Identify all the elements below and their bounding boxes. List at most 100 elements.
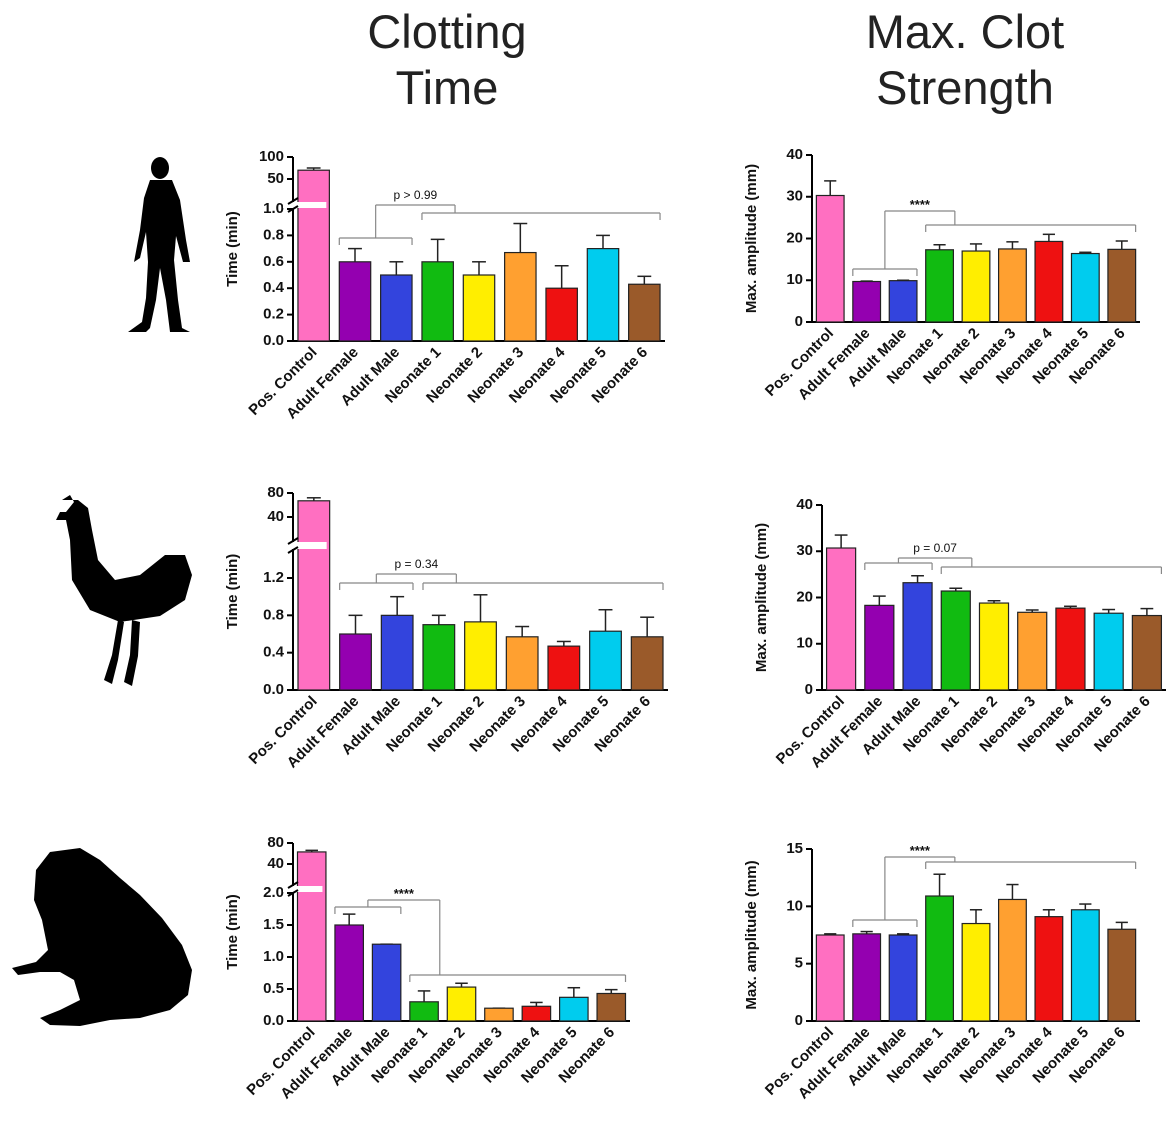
y-tick-label: 0.2 — [263, 306, 284, 323]
y-tick-label: 1.2 — [263, 569, 284, 586]
y-tick-label: 0 — [795, 1012, 803, 1029]
bar — [298, 501, 330, 690]
y-tick-label: 0.4 — [263, 279, 285, 296]
y-tick-label: 40 — [786, 146, 803, 163]
y-axis-label: Max. amplitude (mm) — [743, 164, 760, 313]
significance-label: p = 0.34 — [394, 557, 438, 571]
bar — [560, 997, 588, 1021]
bar — [1035, 917, 1063, 1021]
bar — [463, 275, 494, 341]
y-tick-label: 80 — [267, 484, 284, 501]
bar — [816, 195, 844, 322]
y-tick-label: 30 — [786, 188, 803, 205]
y-tick-label: 40 — [267, 855, 284, 872]
y-tick-label: 80 — [267, 834, 284, 851]
y-axis-label: Time (min) — [224, 211, 241, 287]
y-tick-label: 0.6 — [263, 253, 284, 270]
y-tick-label: 10 — [796, 635, 813, 652]
bar — [1108, 249, 1136, 322]
bar — [941, 591, 970, 690]
bar — [335, 925, 363, 1021]
y-tick-label: 2.0 — [263, 884, 284, 901]
bar — [889, 935, 917, 1021]
toad-silhouette — [12, 848, 192, 1026]
y-tick-label: 0 — [805, 681, 813, 698]
significance-label: **** — [910, 843, 931, 858]
significance-label: **** — [394, 886, 415, 901]
significance-label: p > 0.99 — [393, 188, 437, 202]
bar — [1018, 612, 1047, 690]
y-tick-label: 0.4 — [263, 644, 285, 661]
y-tick-label: 10 — [786, 897, 803, 914]
y-axis-label: Time (min) — [224, 894, 241, 970]
bar — [1035, 241, 1063, 322]
bar — [962, 924, 990, 1021]
y-tick-label: 0.8 — [263, 226, 284, 243]
y-tick-label: 5 — [795, 955, 803, 972]
bar — [381, 615, 413, 690]
bar — [597, 993, 625, 1021]
y-tick-label: 10 — [786, 271, 803, 288]
y-tick-label: 0.0 — [263, 1012, 284, 1029]
y-tick-label: 100 — [259, 148, 284, 165]
bar — [298, 170, 329, 341]
y-tick-label: 0.0 — [263, 332, 284, 349]
y-tick-label: 20 — [786, 229, 803, 246]
bar — [853, 934, 881, 1021]
y-tick-label: 0.5 — [263, 980, 284, 997]
bar — [1071, 254, 1099, 322]
page: {"column_titles": ["Clotting Time", "Max… — [0, 0, 1176, 1123]
bar — [1132, 616, 1161, 690]
y-axis-label: Time (min) — [224, 554, 241, 630]
bar — [865, 605, 894, 690]
x-tick-label: Adult Female — [283, 344, 362, 423]
bar — [1108, 929, 1136, 1021]
y-tick-label: 0 — [795, 313, 803, 330]
bar — [827, 548, 856, 690]
bar — [631, 637, 663, 690]
bar — [926, 896, 954, 1021]
bar — [447, 987, 475, 1021]
bar — [506, 637, 538, 690]
y-tick-label: 40 — [796, 496, 813, 513]
y-tick-label: 20 — [796, 588, 813, 605]
bar — [903, 583, 932, 690]
y-tick-label: 1.5 — [263, 916, 284, 933]
bar — [548, 646, 580, 690]
y-tick-label: 50 — [267, 170, 284, 187]
figure: Time (min)0.00.20.40.60.81.050100Pos. Co… — [0, 0, 1176, 1123]
bar — [485, 1008, 513, 1021]
bar — [999, 249, 1027, 322]
y-tick-label: 1.0 — [263, 200, 284, 217]
bar — [505, 253, 536, 341]
bar — [587, 249, 618, 341]
significance-label: **** — [910, 197, 931, 212]
bar — [422, 262, 453, 341]
bar — [410, 1002, 438, 1021]
bar — [629, 284, 660, 341]
bar — [372, 944, 400, 1021]
bar — [853, 282, 881, 322]
y-axis-label: Max. amplitude (mm) — [753, 523, 770, 672]
chicken-silhouette — [56, 495, 192, 686]
bar — [979, 603, 1008, 690]
y-tick-label: 40 — [267, 508, 284, 525]
bar — [1094, 613, 1123, 690]
y-axis-label: Max. amplitude (mm) — [743, 860, 760, 1009]
y-tick-label: 1.0 — [263, 948, 284, 965]
y-tick-label: 15 — [786, 840, 803, 857]
bar — [381, 275, 412, 341]
bar — [889, 281, 917, 322]
bar — [962, 251, 990, 322]
bar — [340, 634, 372, 690]
significance-label: p = 0.07 — [913, 541, 957, 555]
bar — [546, 288, 577, 341]
bar — [590, 631, 622, 690]
bar — [1056, 608, 1085, 690]
bar — [465, 622, 497, 690]
bar — [297, 852, 325, 1021]
y-tick-label: 30 — [796, 542, 813, 559]
bar — [1071, 910, 1099, 1021]
y-tick-label: 0.0 — [263, 681, 284, 698]
bar — [522, 1006, 550, 1021]
